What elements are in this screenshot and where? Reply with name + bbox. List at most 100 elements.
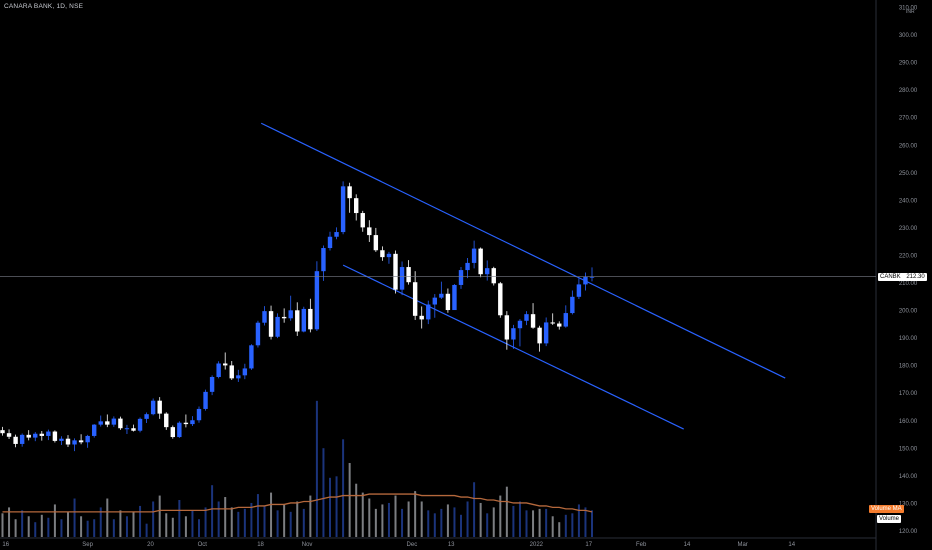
y-tick-label: 310.00 bbox=[899, 6, 918, 12]
candle bbox=[78, 440, 84, 443]
candle bbox=[576, 284, 582, 297]
candle bbox=[517, 320, 523, 329]
volume-bar bbox=[230, 507, 233, 537]
volume-bar bbox=[446, 504, 449, 537]
volume-bar bbox=[171, 517, 174, 537]
candle bbox=[412, 282, 418, 316]
volume-bar bbox=[139, 505, 142, 537]
volume-bar bbox=[224, 497, 227, 537]
candle bbox=[439, 293, 444, 298]
volume-bar bbox=[34, 522, 37, 537]
candle bbox=[537, 327, 542, 344]
candle bbox=[432, 297, 437, 305]
volume-bar bbox=[21, 510, 24, 537]
x-tick-label: Mar bbox=[737, 542, 747, 548]
candle bbox=[255, 322, 261, 346]
candle bbox=[262, 311, 267, 323]
candle bbox=[399, 267, 405, 290]
candle bbox=[465, 262, 470, 271]
candle bbox=[485, 268, 490, 275]
x-tick-label: 13 bbox=[448, 542, 455, 548]
candle bbox=[295, 310, 300, 332]
volume-bar bbox=[401, 508, 404, 537]
candle bbox=[288, 310, 293, 319]
volume-bar bbox=[558, 522, 561, 537]
candle bbox=[426, 304, 431, 320]
y-tick-label: 150.00 bbox=[899, 446, 918, 452]
candle bbox=[157, 400, 162, 414]
candle bbox=[557, 323, 562, 327]
volume-bar bbox=[145, 523, 148, 537]
candle bbox=[203, 391, 208, 409]
volume-ma-line bbox=[2, 493, 593, 513]
volume-bar bbox=[302, 508, 305, 537]
volume-bar bbox=[374, 508, 377, 537]
currency-text: INR bbox=[906, 9, 915, 15]
y-tick-label: 290.00 bbox=[899, 61, 918, 67]
volume-bar bbox=[551, 516, 554, 537]
volume-bar bbox=[1, 513, 4, 537]
candle bbox=[164, 413, 169, 428]
candle bbox=[118, 418, 123, 429]
volume-bar bbox=[532, 510, 535, 537]
y-tick-label: 190.00 bbox=[899, 336, 918, 342]
volume-bar bbox=[342, 439, 345, 537]
volume-bar bbox=[505, 486, 508, 537]
candle bbox=[190, 420, 195, 425]
volume-bar bbox=[564, 514, 567, 537]
x-tick-label: Nov bbox=[302, 542, 313, 548]
candle bbox=[196, 408, 202, 421]
candle bbox=[386, 253, 392, 258]
candle bbox=[144, 414, 149, 419]
candle bbox=[85, 435, 90, 443]
candle bbox=[13, 436, 18, 444]
volume-bar bbox=[27, 516, 30, 537]
x-tick-label: Feb bbox=[636, 542, 647, 548]
y-tick-label: 160.00 bbox=[899, 419, 918, 425]
volume-bar bbox=[427, 510, 430, 537]
chart-header: CANARA BANK, 1D, NSE bbox=[4, 3, 83, 10]
y-tick-label: 280.00 bbox=[899, 88, 918, 94]
volume-bar bbox=[499, 495, 502, 537]
candle bbox=[452, 284, 457, 311]
y-tick-label: 120.00 bbox=[899, 529, 918, 535]
y-tick-label: 260.00 bbox=[899, 143, 918, 149]
candle bbox=[543, 322, 549, 344]
volume-bar bbox=[40, 514, 43, 537]
x-tick-label: 18 bbox=[257, 542, 264, 548]
volume-bar bbox=[125, 516, 128, 537]
volume-bar bbox=[99, 507, 102, 537]
currency-label: INR bbox=[906, 9, 915, 15]
candle bbox=[314, 271, 320, 330]
candle bbox=[347, 186, 352, 199]
volume-bar bbox=[191, 510, 194, 537]
volume-ma-label: Volume MA bbox=[871, 506, 902, 512]
candle bbox=[360, 213, 365, 228]
volume-bar bbox=[420, 501, 423, 537]
candle bbox=[281, 316, 287, 319]
volume-bar bbox=[250, 502, 253, 537]
candle bbox=[550, 322, 555, 324]
volume-bar bbox=[368, 498, 371, 537]
candle bbox=[380, 250, 385, 258]
volume-bar bbox=[53, 504, 56, 537]
volume-bar bbox=[73, 498, 76, 537]
volume-bar bbox=[86, 520, 89, 537]
candle bbox=[209, 376, 215, 392]
volume-bar bbox=[571, 513, 574, 537]
candle bbox=[268, 311, 274, 337]
volume-bar bbox=[237, 511, 240, 537]
volume-bar bbox=[132, 511, 135, 537]
x-tick-label: 17 bbox=[585, 542, 592, 548]
candle bbox=[170, 427, 175, 438]
candle bbox=[498, 283, 503, 316]
volume-bar bbox=[119, 510, 122, 537]
y-tick-label: 140.00 bbox=[899, 474, 918, 480]
volume-bar bbox=[518, 501, 521, 537]
volume-bar bbox=[296, 501, 299, 537]
volume-bar bbox=[184, 516, 187, 537]
candle bbox=[150, 400, 156, 415]
volume-bar bbox=[381, 504, 384, 537]
y-tick-label: 130.00 bbox=[899, 501, 918, 507]
